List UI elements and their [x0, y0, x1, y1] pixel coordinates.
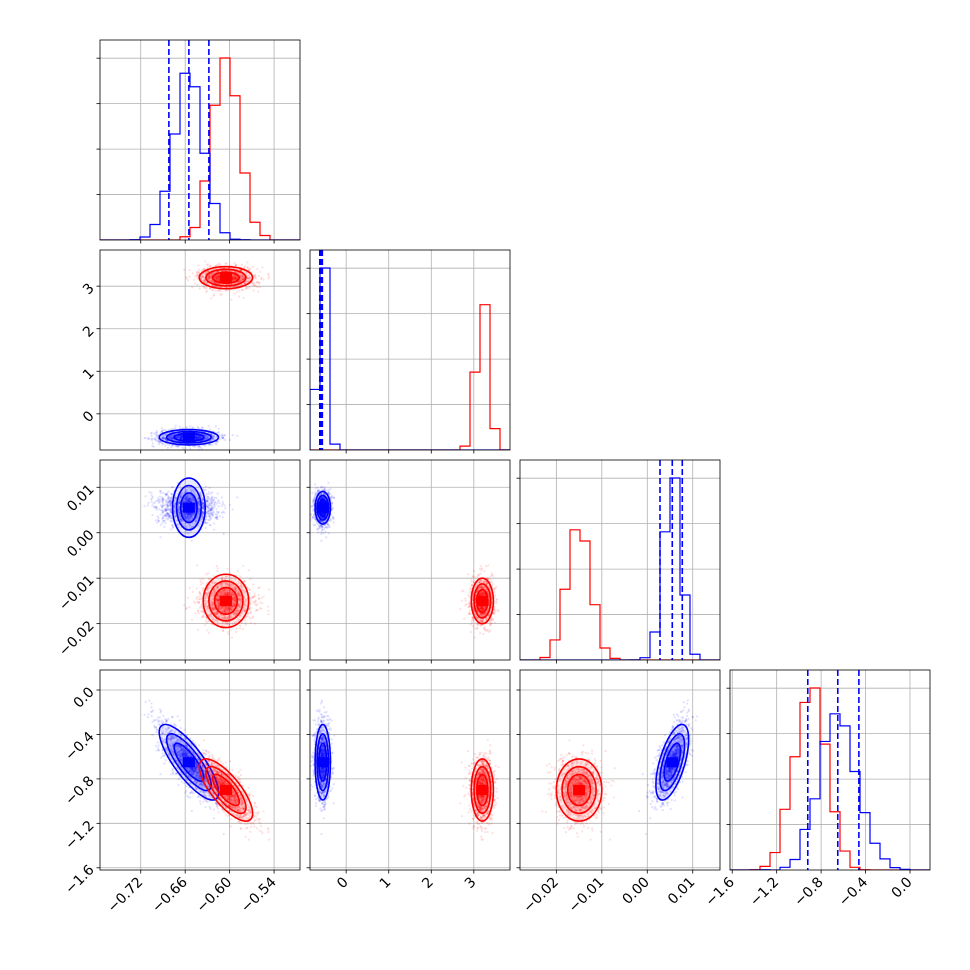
x-tick-label: 2: [419, 874, 437, 892]
density-peak: [219, 595, 232, 606]
histogram-series: [730, 713, 930, 870]
x-tick-label: −0.02: [520, 874, 562, 916]
histogram-series: [730, 687, 930, 870]
y-tick-label: −0.02: [56, 618, 98, 660]
density-peak: [476, 785, 489, 795]
density-peak: [666, 757, 679, 768]
density-peak: [182, 502, 195, 513]
y-tick-label: 0.01: [64, 482, 97, 515]
histogram-series: [100, 57, 300, 240]
scatter-panel: −0.02−0.01 0.00 0.01: [516, 669, 721, 916]
x-tick-label: −0.4: [836, 874, 871, 909]
histogram-series: [310, 267, 510, 450]
histogram-series: [520, 477, 720, 660]
x-tick-label: 3: [462, 874, 480, 892]
y-tick-label: −1.6: [62, 862, 97, 897]
x-tick-label: −0.8: [791, 874, 826, 909]
panel-frame: [519, 669, 721, 871]
panel-frame: [309, 459, 511, 661]
density-peak: [219, 785, 232, 795]
x-tick-label: −0.54: [238, 874, 280, 916]
x-tick-label: −1.6: [703, 874, 738, 909]
hist-panel: [516, 459, 721, 664]
scatter-panel: −0.72 −0.66 −0.60 −0.54 −1.6 −1.2 −0.8 −0.4 0.0: [62, 669, 301, 916]
y-tick-label: −1.2: [62, 818, 97, 853]
y-tick-label: 2: [80, 323, 98, 341]
panel-frame: [99, 39, 301, 241]
x-tick-label: 0: [334, 874, 352, 892]
density-peak: [573, 785, 586, 795]
density-peak: [182, 432, 195, 443]
x-tick-label: 1: [377, 874, 395, 892]
panel-frame: [99, 459, 301, 661]
density-peak: [476, 595, 489, 606]
x-tick-label: 0.0: [889, 874, 916, 901]
y-tick-label: 1: [80, 366, 98, 384]
panel-frame: [99, 249, 301, 451]
x-tick-label: 0.00: [620, 874, 653, 907]
y-tick-label: −0.4: [62, 729, 97, 764]
y-tick-label: −0.01: [56, 573, 98, 615]
y-tick-label: 0.00: [64, 527, 97, 560]
x-tick-label: −0.72: [105, 874, 147, 916]
hist-panel: [96, 39, 301, 244]
y-tick-label: 0: [80, 408, 98, 426]
scatter-panel: 0 1 2 3: [80, 249, 301, 454]
scatter-panel: 0 1 2 3: [306, 669, 511, 892]
panel-frame: [729, 669, 931, 871]
y-tick-label: −0.8: [62, 773, 97, 808]
density-peak: [219, 272, 232, 283]
x-tick-label: −0.66: [149, 874, 191, 916]
panel-frame: [309, 249, 511, 451]
density-peak: [316, 502, 329, 513]
x-tick-label: −1.2: [747, 874, 782, 909]
y-tick-label: 0.0: [71, 684, 98, 711]
hist-panel: [306, 249, 511, 454]
density-peak: [316, 757, 329, 768]
x-tick-label: −0.01: [566, 874, 608, 916]
histogram-series: [310, 304, 510, 450]
panel-frame: [309, 669, 511, 871]
histogram-series: [520, 529, 720, 660]
panel-frame: [519, 459, 721, 661]
scatter-panel: [306, 459, 511, 664]
x-tick-label: −0.60: [194, 874, 236, 916]
scatter-panel: −0.02−0.01 0.00 0.01: [56, 459, 301, 664]
y-tick-label: 3: [80, 281, 98, 299]
hist-panel: −1.6 −1.2 −0.8 −0.4 0.0: [703, 669, 931, 910]
x-tick-label: 0.01: [665, 874, 698, 907]
panel-frame: [99, 669, 301, 871]
density-peak: [182, 757, 195, 768]
